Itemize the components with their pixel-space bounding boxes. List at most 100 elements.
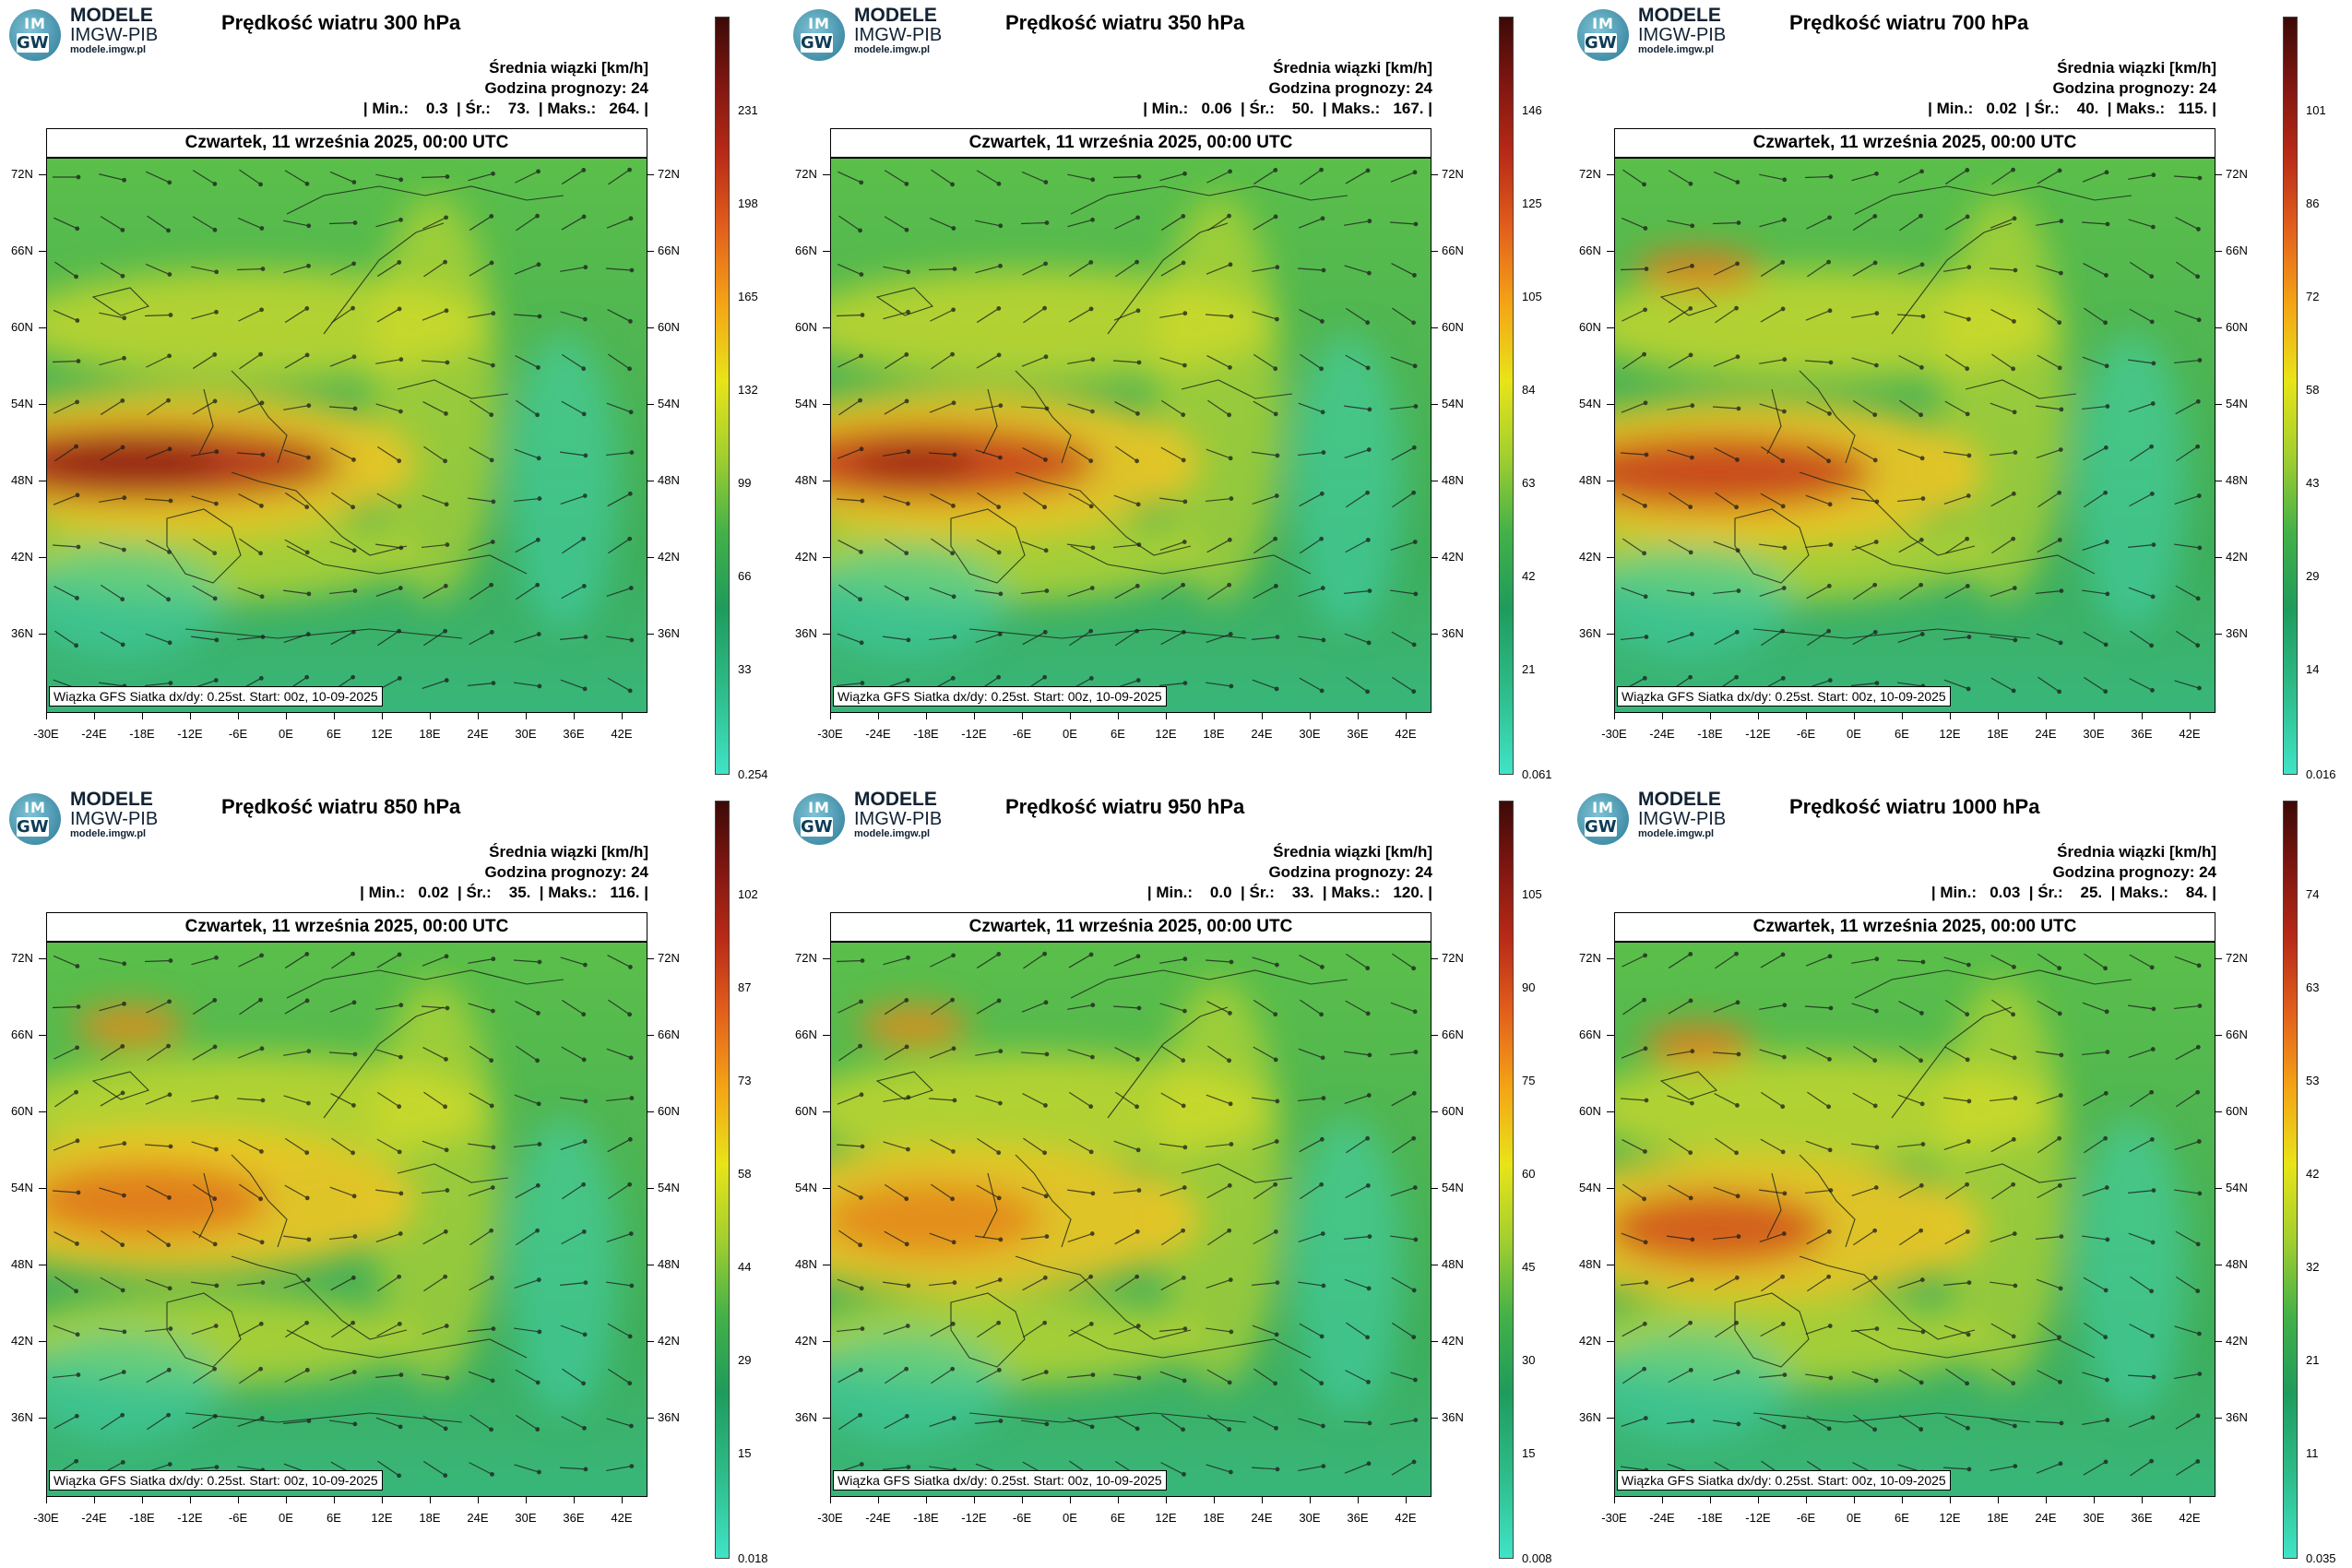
lon-tick [430,1496,431,1503]
lon-label: 0E [279,727,293,741]
lat-tick-left [823,404,830,405]
scale-value: 33 [738,662,752,676]
lat-label-left: 48N [795,473,817,487]
lon-label: 12E [1939,727,1961,741]
brand-line2: IMGW-PIB [70,809,159,830]
lat-tick-right [1431,251,1438,252]
scale-value: 58 [738,1167,752,1181]
forecast-hour-label: Godzina prognozy: 24 [1268,79,1432,97]
lon-tick [94,712,95,719]
lat-label-right: 42N [2226,1334,2248,1348]
scale-value: 15 [738,1446,752,1460]
brand-url: modele.imgw.pl [854,44,931,56]
lat-tick-left [823,1418,830,1419]
lat-label-right: 54N [658,1181,680,1194]
lat-label-left: 60N [795,1104,817,1118]
lon-label: 42E [2179,727,2201,741]
lat-tick-right [647,404,654,405]
imgw-logo: IM GW [9,793,61,845]
lon-label: 6E [327,727,341,741]
wind-field-graphic [1615,159,2215,712]
brand-line1: MODELE [854,789,937,810]
lon-tick [46,712,47,719]
lon-tick [238,1496,239,1503]
date-bar: Czwartek, 11 września 2025, 00:00 UTC [1614,912,2215,942]
logo-text-top: IM [1592,15,1614,32]
lon-label: -30E [1601,1511,1627,1525]
lon-tick [286,712,287,719]
lon-tick [382,1496,383,1503]
lat-label-right: 48N [658,1257,680,1271]
lat-label-right: 66N [2226,1028,2248,1041]
lat-tick-right [647,1188,654,1189]
lat-tick-right [647,557,654,558]
scale-min-value: 0.018 [738,1551,768,1565]
lon-tick [1214,1496,1215,1503]
lon-tick [1902,712,1903,719]
lon-tick [238,712,239,719]
lat-tick-right [1431,634,1438,635]
lat-tick-left [823,634,830,635]
lon-tick [142,1496,143,1503]
logo-text-bottom: GW [801,33,833,53]
lat-tick-right [1431,1418,1438,1419]
lon-tick [1710,1496,1711,1503]
lat-tick-left [39,634,46,635]
wind-map [46,942,647,1497]
color-scale-bar [1499,17,1514,775]
lat-label-left: 60N [11,320,33,334]
lon-label: 42E [611,1511,633,1525]
lon-tick [1950,1496,1951,1503]
lat-tick-left [823,958,830,959]
lon-label: 30E [515,1511,537,1525]
lon-label: 30E [1299,727,1321,741]
wind-map [830,158,1431,713]
color-scale-bar [2283,17,2298,775]
lat-label-left: 42N [11,1334,33,1348]
lon-label: -12E [177,727,203,741]
scale-value: 58 [2306,383,2320,397]
date-bar: Czwartek, 11 września 2025, 00:00 UTC [1614,128,2215,158]
lat-tick-left [1607,1111,1614,1112]
lat-tick-left [39,958,46,959]
lon-label: 24E [2035,1511,2057,1525]
wind-field-graphic [831,159,1431,712]
srednia-label: Średnia wiązki [km/h] [2057,59,2216,77]
scale-value: 86 [2306,196,2320,210]
scale-value: 105 [1522,887,1542,901]
lon-label: 36E [2131,1511,2153,1525]
lon-tick [974,712,975,719]
lon-label: -18E [129,727,155,741]
map-panel: IM GW MODELE IMGW-PIB modele.imgw.pl Prę… [0,784,784,1568]
lon-tick [1614,1496,1615,1503]
scale-value: 125 [1522,196,1542,210]
lat-label-right: 48N [1442,473,1464,487]
lon-tick [190,712,191,719]
scale-value: 66 [738,569,752,583]
date-bar: Czwartek, 11 września 2025, 00:00 UTC [46,912,647,942]
lon-label: -24E [81,727,107,741]
lon-label: 36E [1347,1511,1369,1525]
lat-tick-right [647,634,654,635]
lat-label-right: 66N [658,244,680,257]
lat-label-left: 54N [1579,1181,1601,1194]
wind-field-graphic [47,159,647,712]
lat-label-right: 72N [658,951,680,965]
panel-title: Prędkość wiatru 350 hPa [1005,11,1245,34]
lat-label-right: 42N [658,550,680,564]
scale-value: 90 [1522,980,1536,994]
lon-label: -18E [913,1511,939,1525]
lat-label-right: 66N [2226,244,2248,257]
lat-label-left: 72N [11,167,33,181]
lon-tick [2142,1496,2143,1503]
scale-value: 63 [1522,476,1536,490]
lat-tick-left [1607,1188,1614,1189]
lon-label: 12E [1155,727,1177,741]
scale-min-value: 0.254 [738,767,768,781]
scale-value: 132 [738,383,758,397]
lon-tick [2094,712,2095,719]
lon-tick [1758,712,1759,719]
lat-tick-right [647,1111,654,1112]
scale-value: 60 [1522,1167,1536,1181]
lon-label: 6E [327,1511,341,1525]
